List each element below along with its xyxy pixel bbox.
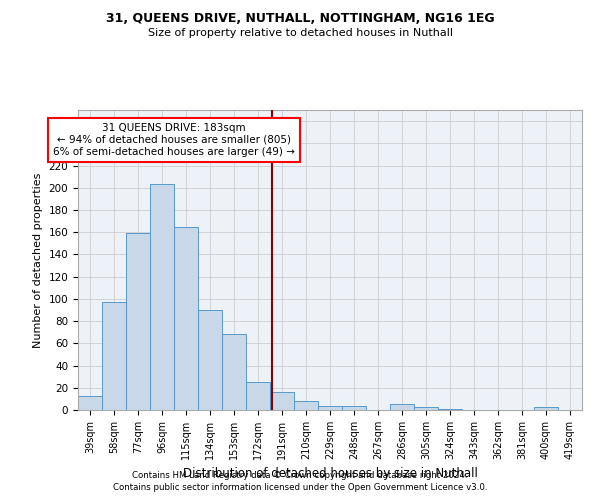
Text: 31, QUEENS DRIVE, NUTHALL, NOTTINGHAM, NG16 1EG: 31, QUEENS DRIVE, NUTHALL, NOTTINGHAM, N… [106,12,494,26]
Bar [126,234,150,410]
Bar [102,302,126,410]
Bar [78,396,102,410]
Text: Contains HM Land Registry data © Crown copyright and database right 2024.: Contains HM Land Registry data © Crown c… [132,471,468,480]
Bar [390,404,414,410]
Bar [198,310,222,410]
Text: Size of property relative to detached houses in Nuthall: Size of property relative to detached ho… [148,28,452,38]
X-axis label: Distribution of detached houses by size in Nuthall: Distribution of detached houses by size … [182,468,478,480]
Text: Contains public sector information licensed under the Open Government Licence v3: Contains public sector information licen… [113,484,487,492]
Y-axis label: Number of detached properties: Number of detached properties [33,172,43,348]
Text: 31 QUEENS DRIVE: 183sqm
← 94% of detached houses are smaller (805)
6% of semi-de: 31 QUEENS DRIVE: 183sqm ← 94% of detache… [53,124,295,156]
Bar [294,401,318,410]
Bar [414,406,438,410]
Bar [174,226,198,410]
Bar [246,382,270,410]
Bar [318,406,342,410]
Bar [150,184,174,410]
Bar [222,334,246,410]
Bar [534,406,558,410]
Bar [270,392,294,410]
Bar [438,409,462,410]
Bar [342,406,366,410]
